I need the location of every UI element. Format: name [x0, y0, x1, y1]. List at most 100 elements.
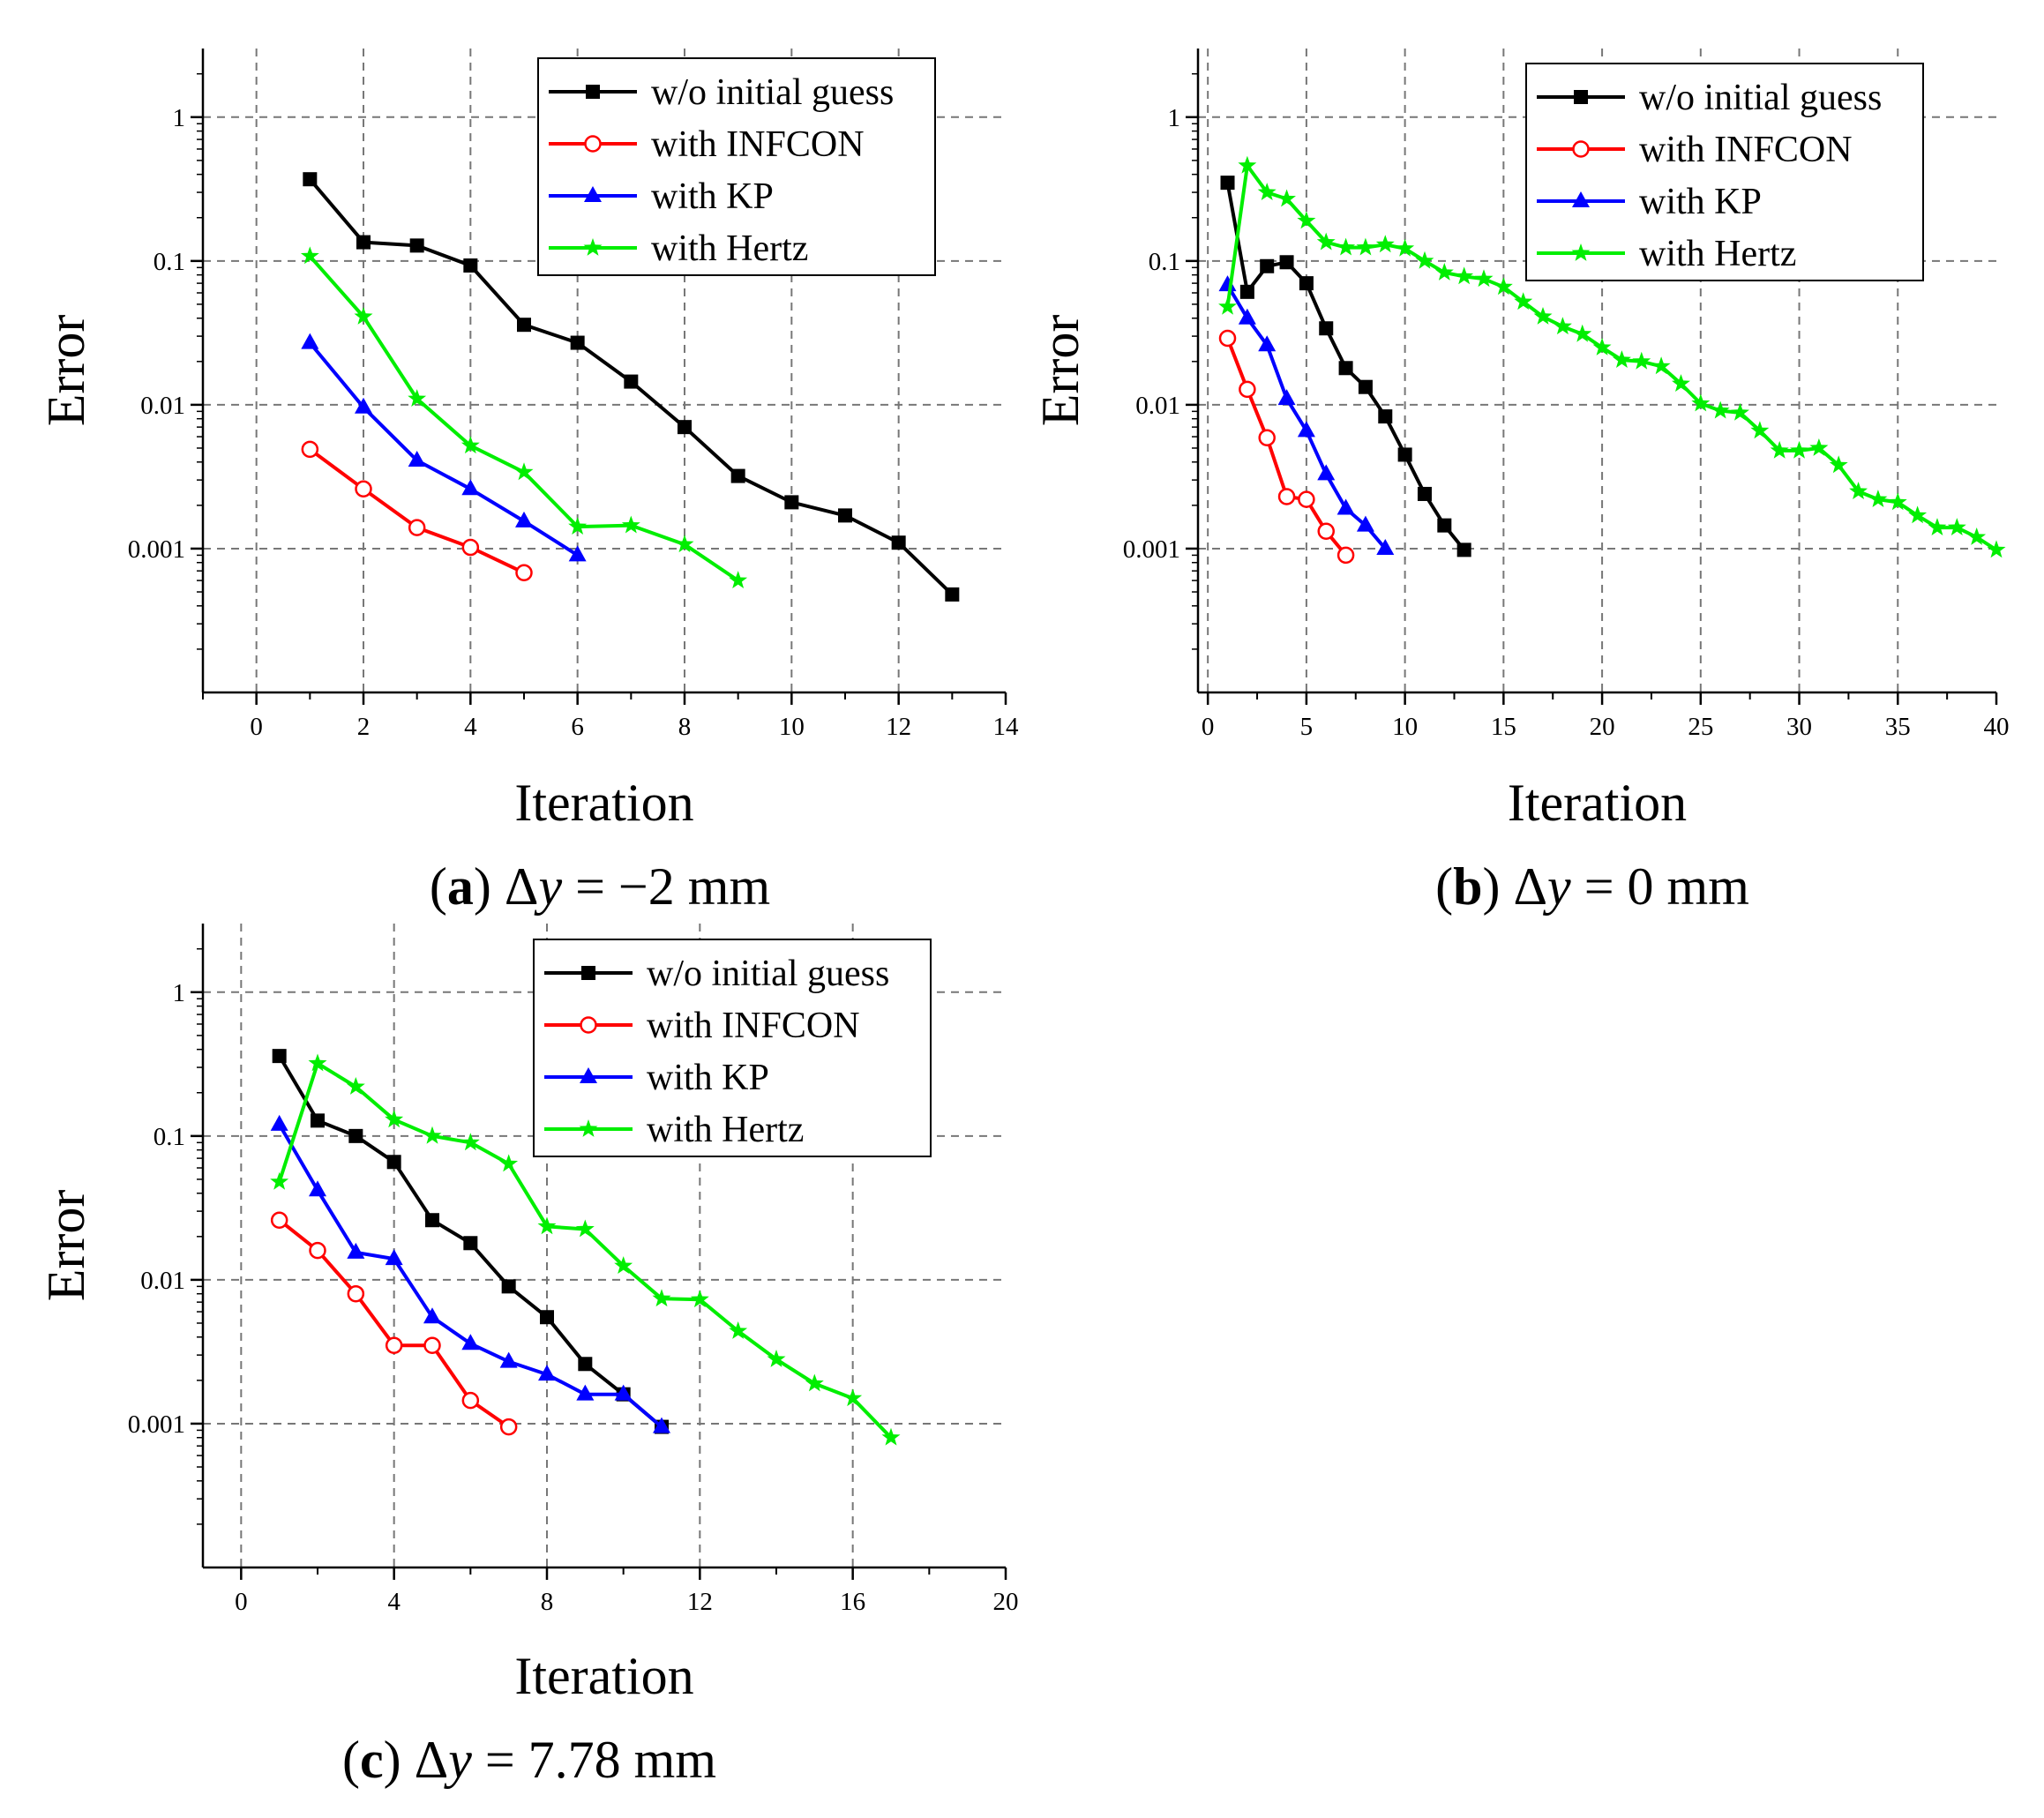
data-point [1533, 307, 1553, 325]
data-point [463, 258, 478, 273]
data-point [690, 1290, 709, 1308]
x-tick-label: 25 [1688, 713, 1713, 741]
data-point [354, 307, 373, 325]
legend-marker [1572, 191, 1590, 207]
legend-item: with KP [544, 1058, 769, 1098]
data-point [1514, 292, 1533, 310]
data-point [1257, 183, 1277, 200]
x-tick-label: 8 [541, 1588, 554, 1616]
data-point [385, 1336, 403, 1354]
legend-marker [584, 135, 602, 153]
x-tick-label: 20 [1590, 713, 1615, 741]
legend-item: w/o initial guess [544, 954, 889, 994]
chart-a: 0 2 4 6 8 10 12 14 0.001 0.01 0.1 1 Iteration Error w/… [37, 49, 1019, 916]
data-point [1849, 482, 1868, 499]
series-line [308, 341, 579, 557]
data-point [499, 1351, 518, 1368]
x-axis-title: Iteration [514, 774, 693, 832]
data-point [881, 1427, 901, 1446]
data-point [1434, 263, 1454, 281]
legend-marker [1572, 140, 1590, 158]
data-point [409, 238, 424, 253]
data-point [1238, 155, 1257, 174]
data-point [767, 1350, 786, 1367]
data-point [1316, 232, 1336, 251]
data-point [1277, 389, 1296, 406]
data-point [678, 420, 692, 435]
data-point [1277, 189, 1296, 207]
legend-box [533, 939, 932, 1157]
data-point [1456, 542, 1471, 557]
y-tick-label: 1 [1168, 104, 1181, 132]
data-point [652, 1289, 671, 1307]
data-point [624, 374, 639, 389]
data-point [1908, 505, 1928, 524]
legend-item: with KP [549, 176, 774, 217]
x-axis-title: Iteration [514, 1647, 693, 1705]
data-point [1218, 275, 1237, 292]
y-tick-label: 0.01 [140, 392, 185, 420]
x-tick-label: 8 [678, 713, 692, 741]
data-point [1299, 276, 1314, 291]
legend-item: with INFCON [544, 1006, 860, 1046]
data-point [1297, 211, 1316, 229]
legend-item: with Hertz [544, 1110, 804, 1150]
series-w-o-initial-guess [1220, 176, 1471, 557]
data-point [1987, 540, 2006, 558]
data-point [1376, 538, 1395, 555]
legend-item: with INFCON [549, 124, 865, 165]
data-point [1218, 329, 1237, 348]
data-point [1396, 238, 1415, 257]
legend-label: w/o initial guess [651, 72, 894, 113]
y-tick-label: 0.1 [153, 248, 185, 276]
x-tick-label: 12 [687, 1588, 713, 1616]
data-point [1317, 464, 1336, 481]
series-line [277, 1123, 663, 1429]
data-point [1888, 492, 1907, 511]
data-point [408, 451, 426, 468]
data-point [514, 462, 534, 481]
data-point [1375, 235, 1395, 253]
data-point [461, 1334, 480, 1350]
legend-marker [579, 1119, 598, 1137]
data-point [460, 436, 480, 454]
data-point [1809, 438, 1829, 456]
data-point [515, 564, 533, 582]
legend-item: w/o initial guess [1537, 78, 1882, 118]
data-point [1336, 546, 1355, 565]
data-point [1592, 338, 1612, 355]
y-tick-label: 0.01 [140, 1267, 185, 1295]
data-point [301, 440, 319, 459]
data-point [1356, 515, 1374, 532]
series-with-infcon [301, 440, 533, 582]
data-point [1691, 393, 1711, 412]
series-w-o-initial-guess [303, 172, 960, 602]
y-axis-title: Error [1031, 315, 1089, 427]
data-point [621, 515, 640, 534]
data-point [1474, 269, 1494, 288]
legend: w/o initial guess with INFCON with KP with … [1525, 63, 1924, 281]
data-point [1415, 251, 1434, 269]
y-axis-title: Error [37, 1190, 95, 1302]
legend-box [537, 57, 936, 276]
data-point [1553, 317, 1572, 335]
data-point [1731, 402, 1749, 421]
data-point [1279, 255, 1294, 270]
data-point [1494, 277, 1513, 296]
data-point [568, 517, 588, 535]
legend-marker [586, 85, 600, 99]
data-point [575, 1219, 595, 1238]
panel-caption: (b) Δy = 0 mm [1435, 857, 1749, 916]
x-tick-label: 6 [571, 713, 584, 741]
legend-label: w/o initial guess [1639, 78, 1882, 118]
data-point [730, 468, 745, 483]
data-point [355, 397, 372, 414]
legend-label: with Hertz [647, 1110, 804, 1150]
data-point [1218, 296, 1237, 315]
y-tick-label: 0.001 [1123, 535, 1180, 564]
legend-box [1525, 63, 1924, 281]
x-tick-label: 10 [1392, 713, 1418, 741]
data-point [425, 1213, 439, 1228]
data-point [1790, 440, 1808, 459]
